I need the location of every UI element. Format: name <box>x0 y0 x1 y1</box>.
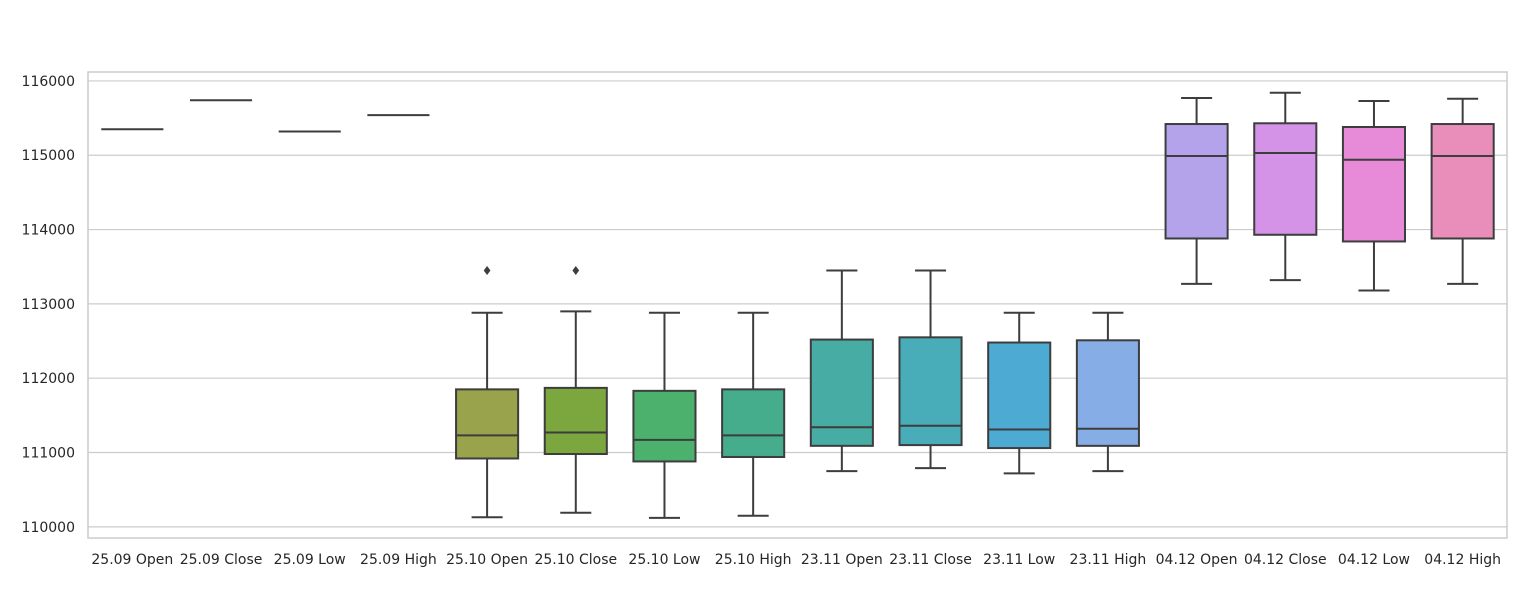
x-tick-label: 04.12 Low <box>1338 552 1410 568</box>
plot-frame <box>87 71 1508 539</box>
y-gridlines <box>88 80 1507 528</box>
y-tick-label: 112000 <box>22 371 75 387</box>
box-group <box>1341 99 1407 292</box>
box-group <box>987 311 1052 475</box>
x-tick-label: 23.11 High <box>1070 552 1147 568</box>
box-group <box>632 311 697 519</box>
x-tick-label: 25.10 Low <box>628 552 700 568</box>
box-iqr <box>632 389 697 463</box>
box-series <box>101 91 1495 519</box>
y-axis-tick-labels: 110000 111000 112000 113000 114000 115000 1160… <box>22 74 75 536</box>
x-tick-label: 23.11 Low <box>983 552 1055 568</box>
box-iqr <box>987 341 1052 450</box>
box-group <box>809 269 874 473</box>
box-iqr <box>809 338 874 447</box>
box-iqr <box>1341 125 1407 243</box>
x-tick-label: 25.09 High <box>360 552 437 568</box>
box-iqr <box>455 388 520 460</box>
box-group <box>543 265 608 514</box>
x-tick-label: 04.12 Close <box>1244 552 1327 568</box>
x-tick-label: 25.10 Close <box>534 552 617 568</box>
outlier-point <box>572 265 580 275</box>
x-tick-label: 25.09 Close <box>180 552 263 568</box>
x-tick-label: 04.12 High <box>1424 552 1501 568</box>
x-tick-label: 25.10 Open <box>446 552 528 568</box>
y-tick-label: 111000 <box>22 446 75 462</box>
box-iqr <box>1075 339 1140 447</box>
box-group <box>1075 311 1140 473</box>
box-iqr <box>898 336 963 447</box>
box-group <box>1253 91 1318 282</box>
box-group <box>1430 97 1495 285</box>
box-group <box>455 265 520 519</box>
y-tick-label: 116000 <box>22 74 75 90</box>
x-tick-label: 25.10 High <box>715 552 792 568</box>
x-tick-label: 23.11 Close <box>889 552 972 568</box>
outlier-point <box>483 265 491 275</box>
box-iqr <box>1164 123 1229 240</box>
box-iqr <box>1430 123 1495 240</box>
box-group <box>898 269 963 470</box>
x-axis-tick-labels: 25.09 Open 25.09 Close 25.09 Low 25.09 High… <box>91 552 1501 568</box>
box-iqr <box>721 388 786 458</box>
x-tick-label: 04.12 Open <box>1156 552 1238 568</box>
box-iqr <box>1253 122 1318 236</box>
box-group <box>721 311 786 517</box>
y-tick-label: 113000 <box>22 297 75 313</box>
x-tick-label: 23.11 Open <box>801 552 883 568</box>
y-tick-label: 115000 <box>22 148 75 164</box>
x-tick-label: 25.09 Low <box>274 552 346 568</box>
box-group <box>1164 97 1229 285</box>
x-tick-label: 25.09 Open <box>91 552 173 568</box>
y-tick-label: 114000 <box>22 223 75 239</box>
y-tick-label: 110000 <box>22 520 75 536</box>
box-iqr <box>543 386 608 456</box>
